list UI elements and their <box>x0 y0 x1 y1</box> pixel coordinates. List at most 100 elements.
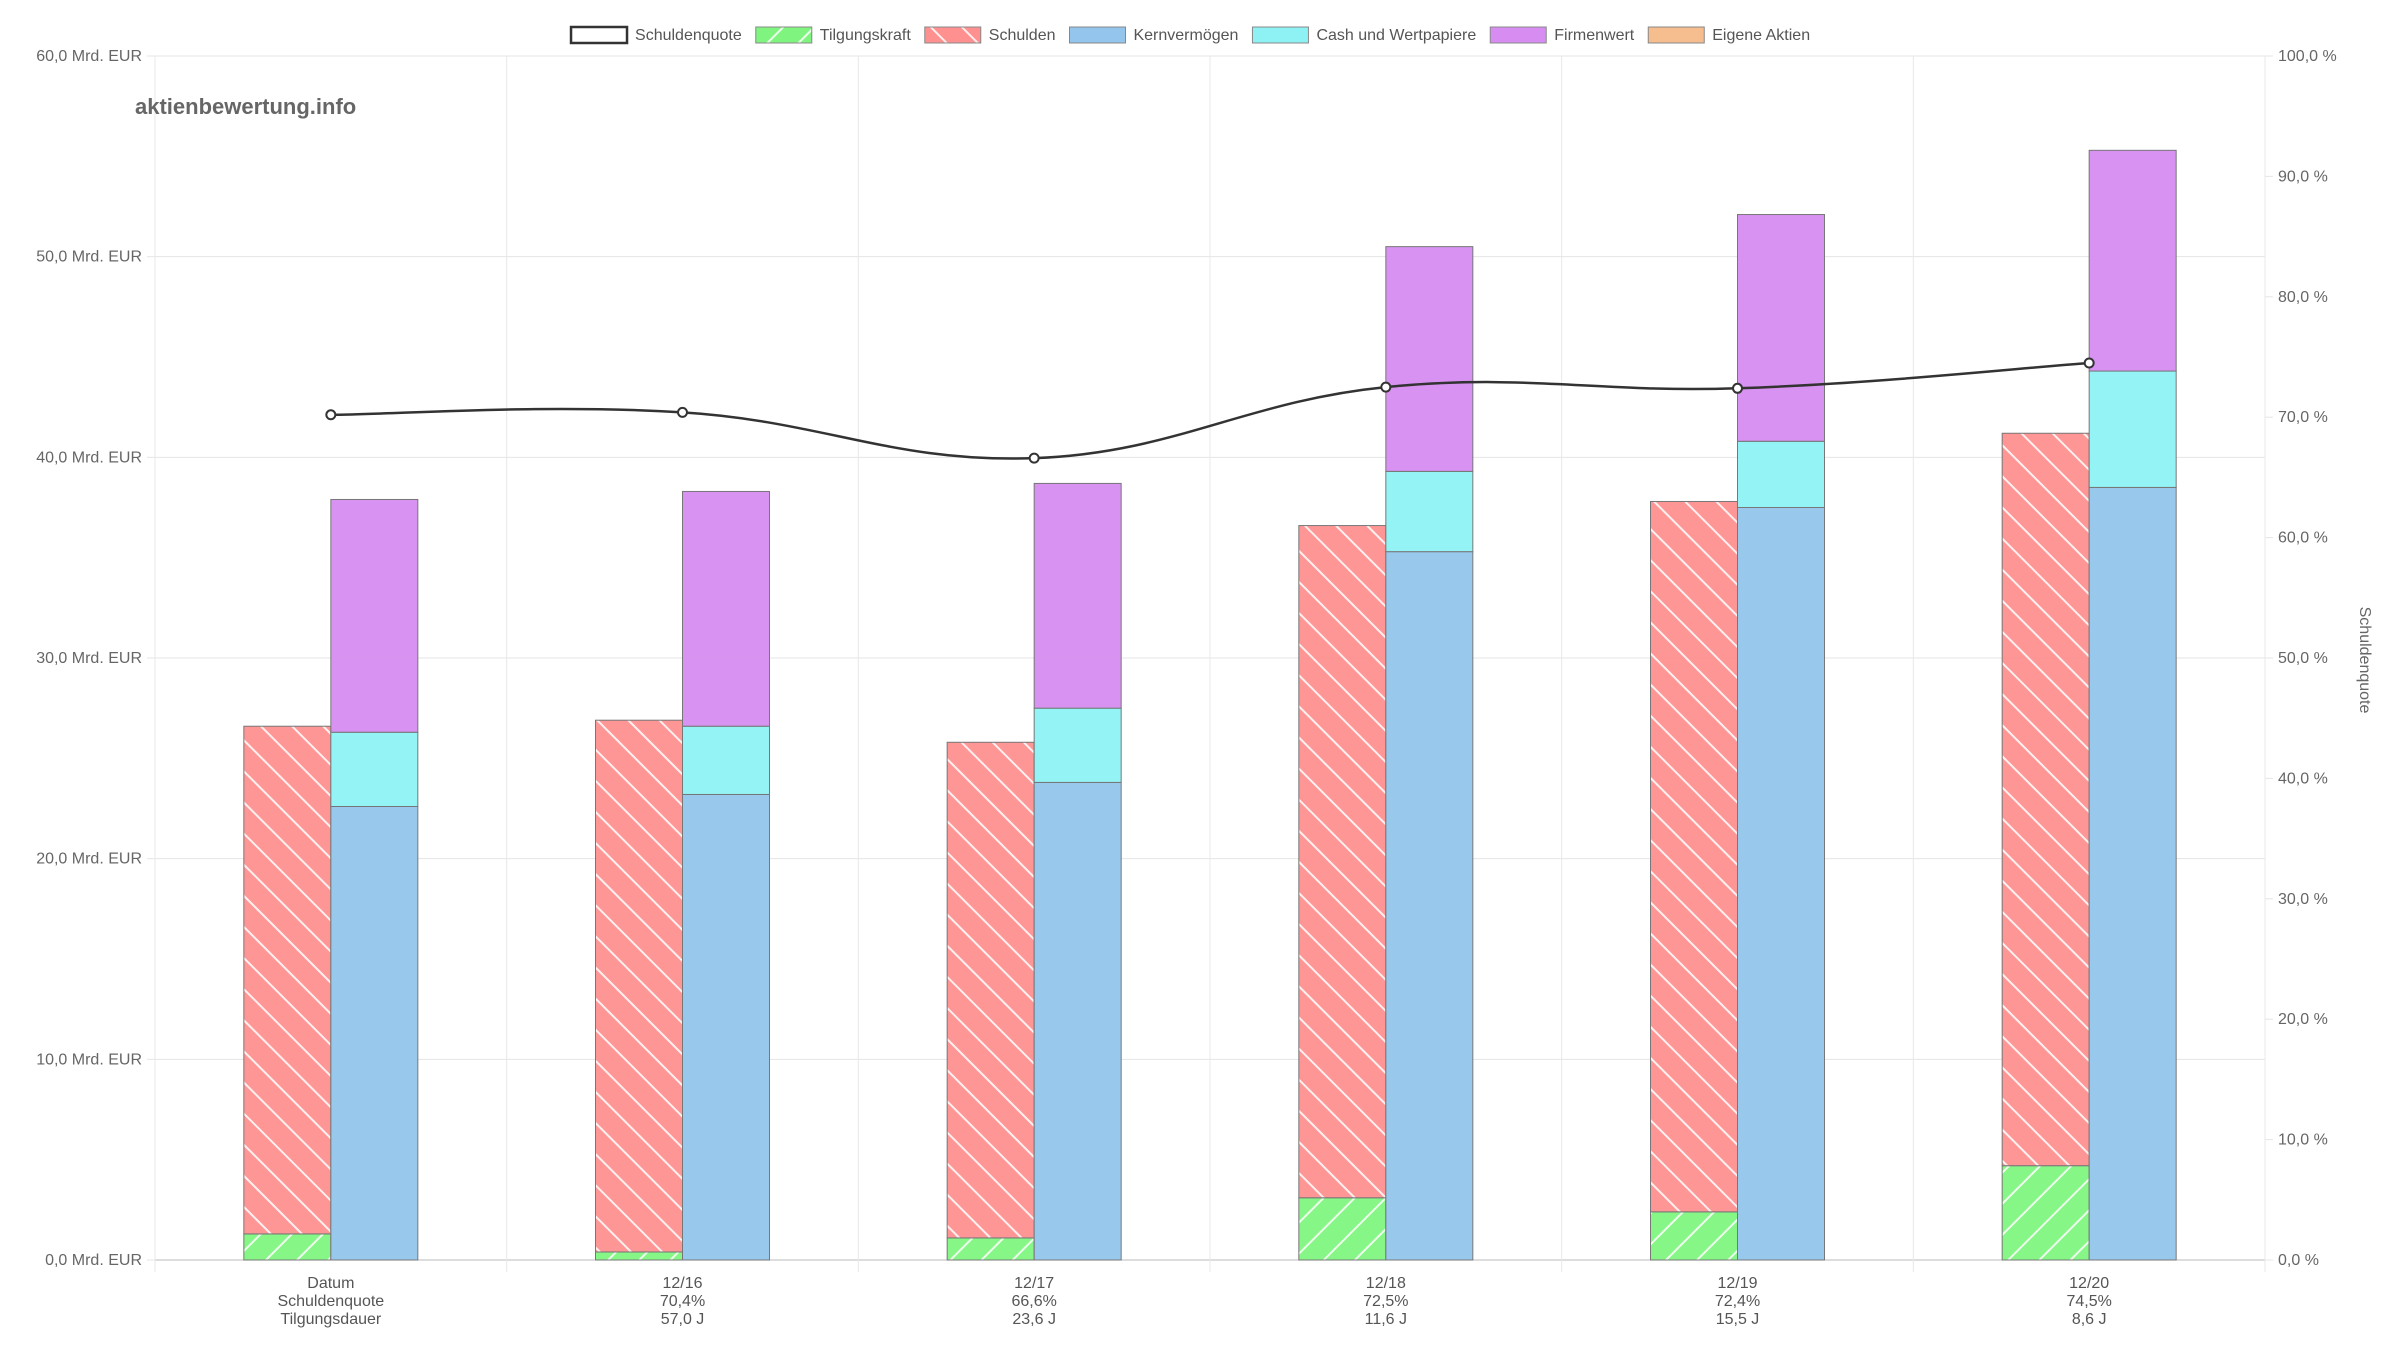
x-category-label: 12/18 <box>1366 1275 1406 1292</box>
bar-firmenwert <box>330 498 419 733</box>
bar-tilgungskraft <box>2001 1165 2090 1261</box>
legend-label: Cash und Wertpapiere <box>1316 27 1476 44</box>
legend-item: Cash und Wertpapiere <box>1251 26 1476 44</box>
x-category-label: 66,6% <box>1011 1293 1056 1310</box>
bar-kernverm-gen <box>330 805 419 1261</box>
watermark: aktienbewertung.info <box>135 94 356 119</box>
x-category-label: 57,0 J <box>661 1311 705 1328</box>
legend-label: Schuldenquote <box>635 27 742 44</box>
bar-schulden <box>2001 432 2090 1167</box>
schuldenquote-point <box>1028 452 1040 464</box>
legend-label: Tilgungskraft <box>820 27 912 44</box>
legend-swatch <box>1251 26 1309 44</box>
y-left-tick-label: 40,0 Mrd. EUR <box>36 449 142 466</box>
y-right-tick-label: 20,0 % <box>2278 1011 2328 1028</box>
y-right-tick-label: 70,0 % <box>2278 409 2328 426</box>
bar-cash-und-wertpapiere <box>1737 440 1825 508</box>
legend-item: Schuldenquote <box>569 25 742 45</box>
x-category-label: Datum <box>307 1275 354 1292</box>
axes: 0,0 Mrd. EUR 10,0 Mrd. EUR 20,0 Mrd. EUR 30… <box>36 48 2337 1328</box>
y-right-tick-label: 60,0 % <box>2278 530 2328 547</box>
y-right-tick-label: 10,0 % <box>2278 1132 2328 1149</box>
schuldenquote-line <box>330 361 2090 460</box>
x-category-label: 23,6 J <box>1012 1311 1056 1328</box>
legend-swatch <box>924 26 982 44</box>
legend: Schuldenquote Tilgungskraft Schulden Kernve… <box>569 25 1810 45</box>
schuldenquote-line-layer <box>325 357 2095 464</box>
bar-tilgungskraft <box>243 1233 332 1261</box>
bar-cash-und-wertpapiere <box>2088 370 2177 488</box>
bar-tilgungskraft <box>946 1237 1035 1261</box>
y-right-tick-label: 90,0 % <box>2278 168 2328 185</box>
bar-kernverm-gen <box>1737 507 1825 1261</box>
bar-schulden <box>595 719 683 1253</box>
y-right-tick-label: 0,0 % <box>2278 1252 2319 1269</box>
legend-swatch <box>569 25 629 45</box>
bar-tilgungskraft <box>1650 1211 1738 1261</box>
bar-kernverm-gen <box>682 793 770 1261</box>
y-right-tick-label: 100,0 % <box>2278 48 2337 65</box>
y-left-tick-label: 0,0 Mrd. EUR <box>45 1252 142 1269</box>
x-category-label: 12/17 <box>1014 1275 1054 1292</box>
y-left-tick-label: 10,0 Mrd. EUR <box>36 1051 142 1068</box>
bar-kernverm-gen <box>2088 486 2177 1261</box>
bar-cash-und-wertpapiere <box>1385 470 1474 553</box>
legend-label: Schulden <box>989 27 1056 44</box>
x-category-label: 72,5% <box>1363 1293 1408 1310</box>
x-category-label: 70,4% <box>660 1293 705 1310</box>
bar-firmenwert <box>1033 482 1122 709</box>
x-category-label: 11,6 J <box>1365 1311 1407 1328</box>
x-category-label: 72,4% <box>1715 1293 1760 1310</box>
bar-firmenwert <box>1737 214 1825 442</box>
schuldenquote-point <box>325 409 337 421</box>
x-category-label: 12/16 <box>662 1275 702 1292</box>
bar-tilgungskraft <box>595 1251 683 1261</box>
x-category-label: 8,6 J <box>2072 1311 2107 1328</box>
legend-swatch <box>1489 26 1547 44</box>
legend-item: Schulden <box>924 26 1056 44</box>
legend-swatch <box>1647 26 1705 44</box>
legend-item: Eigene Aktien <box>1647 26 1810 44</box>
bar-firmenwert <box>2088 149 2177 372</box>
legend-label: Firmenwert <box>1554 27 1635 44</box>
x-category-label: 15,5 J <box>1716 1311 1760 1328</box>
y-right-tick-label: 30,0 % <box>2278 891 2328 908</box>
y-left-tick-label: 60,0 Mrd. EUR <box>36 48 142 65</box>
bar-cash-und-wertpapiere <box>330 731 419 807</box>
legend-swatch <box>755 26 813 44</box>
y-right-tick-label: 40,0 % <box>2278 770 2328 787</box>
legend-label: Kernvermögen <box>1133 27 1238 44</box>
legend-item: Tilgungskraft <box>755 26 912 44</box>
bar-schulden <box>243 725 332 1235</box>
schuldenquote-point <box>1380 381 1392 393</box>
right-axis-title: Schuldenquote <box>2356 607 2373 714</box>
grid <box>147 55 2273 1272</box>
bar-schulden <box>1650 500 1738 1213</box>
x-category-label: 74,5% <box>2066 1293 2111 1310</box>
bar-kernverm-gen <box>1033 781 1122 1261</box>
bar-firmenwert <box>1385 246 1474 472</box>
legend-item: Kernvermögen <box>1068 26 1238 44</box>
bar-tilgungskraft <box>1298 1197 1387 1261</box>
y-left-tick-label: 20,0 Mrd. EUR <box>36 851 142 868</box>
schuldenquote-point <box>677 406 688 418</box>
bar-cash-und-wertpapiere <box>1033 707 1122 783</box>
y-right-tick-label: 80,0 % <box>2278 289 2328 306</box>
x-category-label: 12/19 <box>1717 1275 1757 1292</box>
y-left-tick-label: 30,0 Mrd. EUR <box>36 650 142 667</box>
legend-swatch <box>1068 26 1126 44</box>
x-category-label: Tilgungsdauer <box>280 1311 381 1328</box>
legend-label: Eigene Aktien <box>1712 27 1810 44</box>
bars <box>243 149 2177 1261</box>
x-category-label: Schuldenquote <box>277 1293 384 1310</box>
legend-item: Firmenwert <box>1489 26 1635 44</box>
bar-cash-und-wertpapiere <box>682 725 770 795</box>
y-left-tick-label: 50,0 Mrd. EUR <box>36 249 142 266</box>
bar-schulden <box>1298 525 1387 1199</box>
x-category-label: 12/20 <box>2069 1275 2109 1292</box>
bar-schulden <box>946 741 1035 1239</box>
y-right-tick-label: 50,0 % <box>2278 650 2328 667</box>
bar-kernverm-gen <box>1385 551 1474 1261</box>
schuldenquote-point <box>1732 382 1743 394</box>
